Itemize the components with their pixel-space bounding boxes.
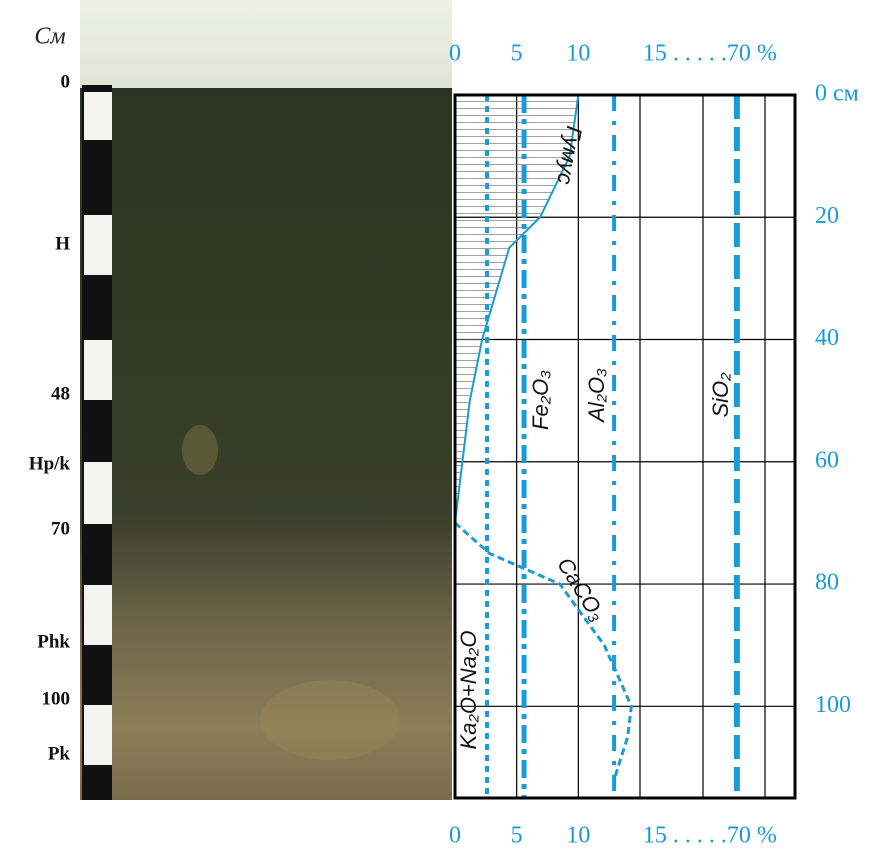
x-tick-label: 5	[511, 823, 523, 849]
depth-unit: См	[34, 24, 65, 50]
x-tick-label: 5	[511, 41, 523, 67]
x-tick-label: 10	[566, 41, 590, 67]
series-label: Fe₂O₃	[528, 370, 553, 430]
horizon-marks: 0 H 48 Hp/k 70 Phk 100 Pk	[29, 71, 71, 764]
photo	[80, 0, 452, 800]
horizon-label: 0	[61, 71, 71, 92]
y-tick-label: 80	[815, 570, 839, 596]
x-tick-label: 0	[449, 41, 461, 67]
x-tick-label: 15 . . . . .70 %	[643, 823, 777, 849]
horizon-label: 48	[51, 383, 70, 404]
horizon-label: Hp/k	[29, 453, 71, 474]
horizon-label: Pk	[48, 743, 71, 764]
series-label: Ka₂O+Na₂O	[456, 631, 481, 750]
y-tick-label: 100	[815, 692, 851, 718]
x-tick-label: 0	[449, 823, 461, 849]
spot	[260, 680, 400, 760]
page: Soil profile {"photo": {"depth_unit": "С…	[0, 0, 880, 858]
soil	[80, 88, 452, 800]
series-label: Al₂O₃	[584, 368, 609, 424]
y-tick-label: 60	[815, 447, 839, 473]
horizon-label: 100	[42, 688, 71, 709]
x-tick-label: 15 . . . . .70 %	[643, 41, 777, 67]
figure: См 0 H 48 Hp/k 70 Phk 100 Pk 0 см 20 40 60 80 100 0 0 5…	[0, 0, 880, 858]
y-tick-label: 40	[815, 325, 839, 351]
y-tick-label: 20	[815, 203, 839, 229]
y-tick-label: 0 см	[815, 81, 859, 107]
ruler	[82, 85, 112, 800]
series-label: SiO₂	[708, 372, 733, 418]
horizon-label: H	[55, 233, 70, 254]
horizon-label: 70	[51, 518, 70, 539]
horizon-label: Phk	[37, 631, 70, 652]
body: См 0 H 48 Hp/k 70 Phk 100 Pk 0 см 20 40 60 80 100 0 0 5…	[0, 0, 880, 858]
sky	[80, 0, 452, 95]
x-tick-label: 10	[566, 823, 590, 849]
spot	[182, 425, 218, 475]
